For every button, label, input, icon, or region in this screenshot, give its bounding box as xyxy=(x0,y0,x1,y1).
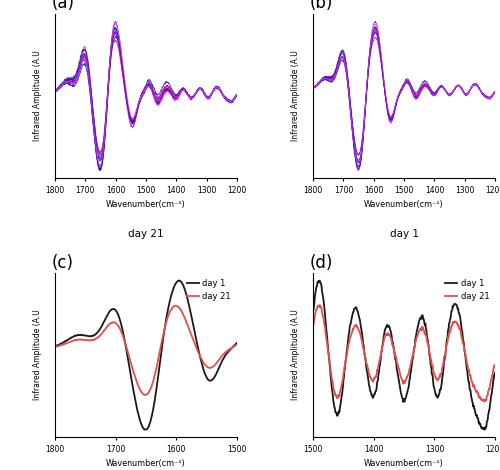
Y-axis label: Infrared Amplitude (A.U: Infrared Amplitude (A.U xyxy=(33,310,42,400)
day 1 xyxy=(185,298,191,304)
day 21 xyxy=(142,392,148,398)
Y-axis label: Infrared Amplitude (A.U: Infrared Amplitude (A.U xyxy=(291,310,300,400)
Text: (b): (b) xyxy=(310,0,333,13)
day 1 xyxy=(74,332,80,338)
day 21 xyxy=(52,344,58,350)
day 21 xyxy=(166,310,172,315)
day 1 xyxy=(310,307,316,313)
day 1 xyxy=(111,306,117,312)
day 21 xyxy=(184,321,190,326)
day 21 xyxy=(492,362,498,368)
day 1 xyxy=(184,294,190,300)
day 1 xyxy=(425,339,431,345)
day 1 xyxy=(234,340,239,346)
day 1 xyxy=(443,347,449,353)
day 21 xyxy=(74,337,80,343)
day 21 xyxy=(425,341,431,347)
day 21 xyxy=(332,392,338,398)
day 21 xyxy=(443,348,449,353)
day 21 xyxy=(317,302,323,308)
day 1 xyxy=(176,278,182,283)
day 1 xyxy=(142,427,148,432)
X-axis label: Wavenumber(cm⁻¹): Wavenumber(cm⁻¹) xyxy=(364,200,444,209)
Y-axis label: Infrared Amplitude (A.U: Infrared Amplitude (A.U xyxy=(33,51,42,141)
Line: day 21: day 21 xyxy=(55,306,236,395)
X-axis label: Wavenumber(cm⁻¹): Wavenumber(cm⁻¹) xyxy=(364,459,444,468)
Line: day 21: day 21 xyxy=(314,305,495,401)
day 21 xyxy=(482,399,488,404)
day 1 xyxy=(383,325,389,331)
Y-axis label: Infrared Amplitude (A.U: Infrared Amplitude (A.U xyxy=(291,51,300,141)
day 21 xyxy=(370,379,376,384)
day 21 xyxy=(124,346,130,352)
day 1 xyxy=(52,344,58,349)
day 1 xyxy=(482,427,488,432)
X-axis label: Wavenumber(cm⁻¹): Wavenumber(cm⁻¹) xyxy=(106,459,186,468)
day 1 xyxy=(332,409,338,415)
day 1 xyxy=(166,299,172,305)
Legend: day 1, day 21: day 1, day 21 xyxy=(185,277,232,303)
day 21 xyxy=(172,303,178,308)
Line: day 1: day 1 xyxy=(55,281,236,430)
day 1 xyxy=(492,370,498,376)
day 1 xyxy=(124,350,130,355)
Text: (c): (c) xyxy=(52,253,74,272)
day 21 xyxy=(383,333,389,338)
day 21 xyxy=(185,323,191,329)
day 21 xyxy=(234,342,239,348)
day 21 xyxy=(442,352,448,358)
Legend: day 1, day 21: day 1, day 21 xyxy=(443,277,491,303)
day 1 xyxy=(317,278,323,283)
day 1 xyxy=(442,355,448,360)
Text: day 1: day 1 xyxy=(390,229,418,239)
day 21 xyxy=(310,321,316,327)
Text: (d): (d) xyxy=(310,253,333,272)
day 21 xyxy=(111,320,117,325)
Text: (a): (a) xyxy=(52,0,74,13)
Text: day 21: day 21 xyxy=(128,229,164,239)
Line: day 1: day 1 xyxy=(314,281,495,430)
day 1 xyxy=(370,395,376,401)
X-axis label: Wavenumber(cm⁻¹): Wavenumber(cm⁻¹) xyxy=(106,200,186,209)
